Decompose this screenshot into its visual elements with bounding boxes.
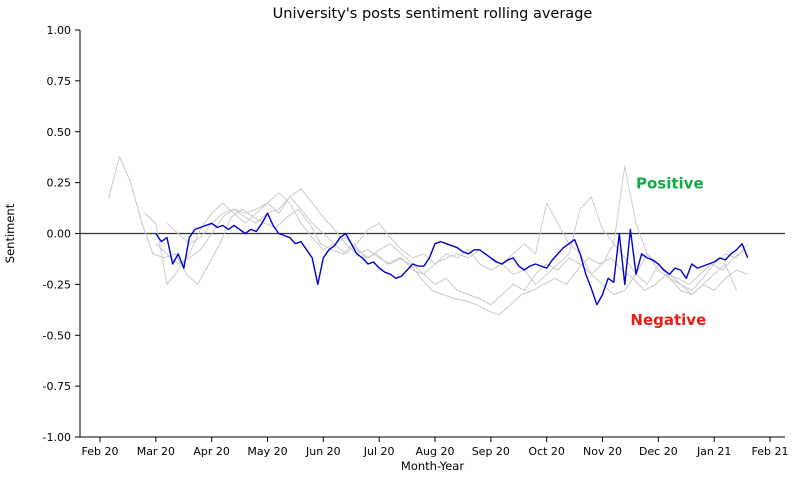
y-tick-label: -0.25 — [43, 278, 71, 291]
x-tick-label: Jul 20 — [363, 445, 395, 458]
y-tick-label: -0.50 — [43, 329, 71, 342]
series-background-series-1 — [107, 155, 746, 316]
series-rolling-average — [155, 212, 749, 306]
y-tick-label: 1.00 — [47, 24, 72, 37]
y-axis-label: Sentiment — [3, 203, 17, 263]
x-tick-label: Oct 20 — [528, 445, 565, 458]
x-tick-label: Sep 20 — [472, 445, 510, 458]
chart-title: University's posts sentiment rolling ave… — [273, 6, 593, 22]
x-tick-label: Feb 20 — [82, 445, 119, 458]
series-background-series-4 — [166, 196, 737, 296]
annotation-positive: Positive — [636, 175, 704, 193]
y-tick-label: 0.00 — [47, 228, 72, 241]
x-axis-label: Month-Year — [401, 459, 464, 473]
y-tick-label: 0.75 — [47, 75, 72, 88]
x-tick-label: Nov 20 — [583, 445, 622, 458]
series-background-series-3 — [155, 188, 748, 306]
x-tick-label: Feb 21 — [752, 445, 789, 458]
x-tick-label: Jun 20 — [305, 445, 341, 458]
x-tick-label: Jan 21 — [696, 445, 731, 458]
x-tick-label: May 20 — [247, 445, 287, 458]
y-tick-label: 0.25 — [47, 177, 72, 190]
x-tick-label: Mar 20 — [137, 445, 175, 458]
x-tick-label: Apr 20 — [193, 445, 230, 458]
x-tick-label: Dec 20 — [639, 445, 678, 458]
y-tick-label: 0.50 — [47, 126, 72, 139]
y-tick-label: -0.75 — [43, 380, 71, 393]
y-tick-label: -1.00 — [43, 431, 71, 444]
annotation-negative: Negative — [630, 311, 706, 329]
x-tick-label: Aug 20 — [416, 445, 455, 458]
